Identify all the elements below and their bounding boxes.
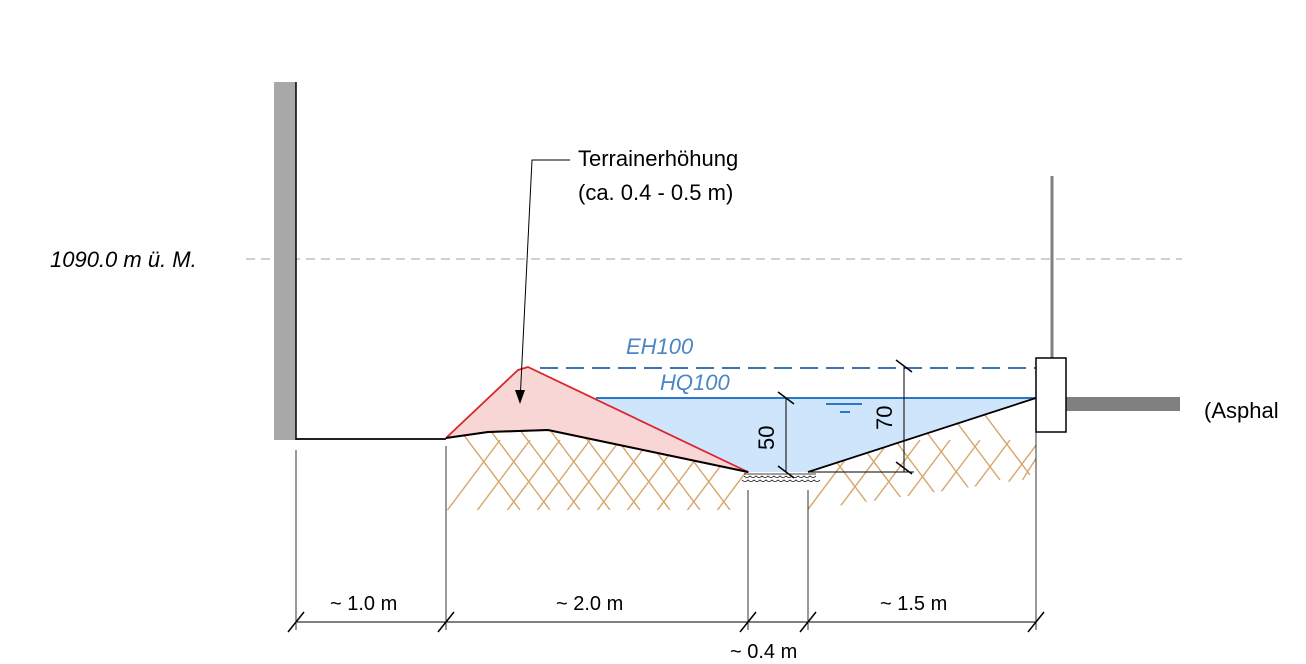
elevation-label: 1090.0 m ü. M. <box>50 247 197 272</box>
water-body <box>596 398 1036 472</box>
dim-label-4: ~ 1.5 m <box>880 593 947 615</box>
terrain-title: Terrainerhöhung <box>578 146 738 171</box>
ground-profile <box>445 428 749 473</box>
soil-hatch-left <box>446 430 748 510</box>
water-level-icon <box>826 403 862 413</box>
dim-label-1: ~ 1.0 m <box>330 593 397 615</box>
gravel-bed <box>741 473 821 482</box>
dim-label-2: ~ 2.0 m <box>556 593 623 615</box>
terrain-subtitle: (ca. 0.4 - 0.5 m) <box>578 180 733 205</box>
curb-stone <box>1035 357 1067 433</box>
annotation-leader <box>519 159 570 403</box>
dim-tick <box>777 465 795 479</box>
depth-50-label: 50 <box>754 426 779 450</box>
building-wall <box>274 82 296 440</box>
asphalt-label: (Asphal <box>1204 398 1279 423</box>
dimension-ticks <box>287 611 1045 633</box>
dim-tick <box>777 391 795 405</box>
annotation-arrowhead <box>515 390 525 404</box>
road-slab <box>1066 397 1180 411</box>
hq100-label: HQ100 <box>660 370 730 395</box>
dim-tick <box>895 359 913 373</box>
depth-70-label: 70 <box>872 406 897 430</box>
eh100-label: EH100 <box>626 334 694 359</box>
dimension-extensions <box>295 432 1037 630</box>
ground-slope-right <box>807 397 1037 473</box>
dim-label-3: ~ 0.4 m <box>730 641 797 663</box>
